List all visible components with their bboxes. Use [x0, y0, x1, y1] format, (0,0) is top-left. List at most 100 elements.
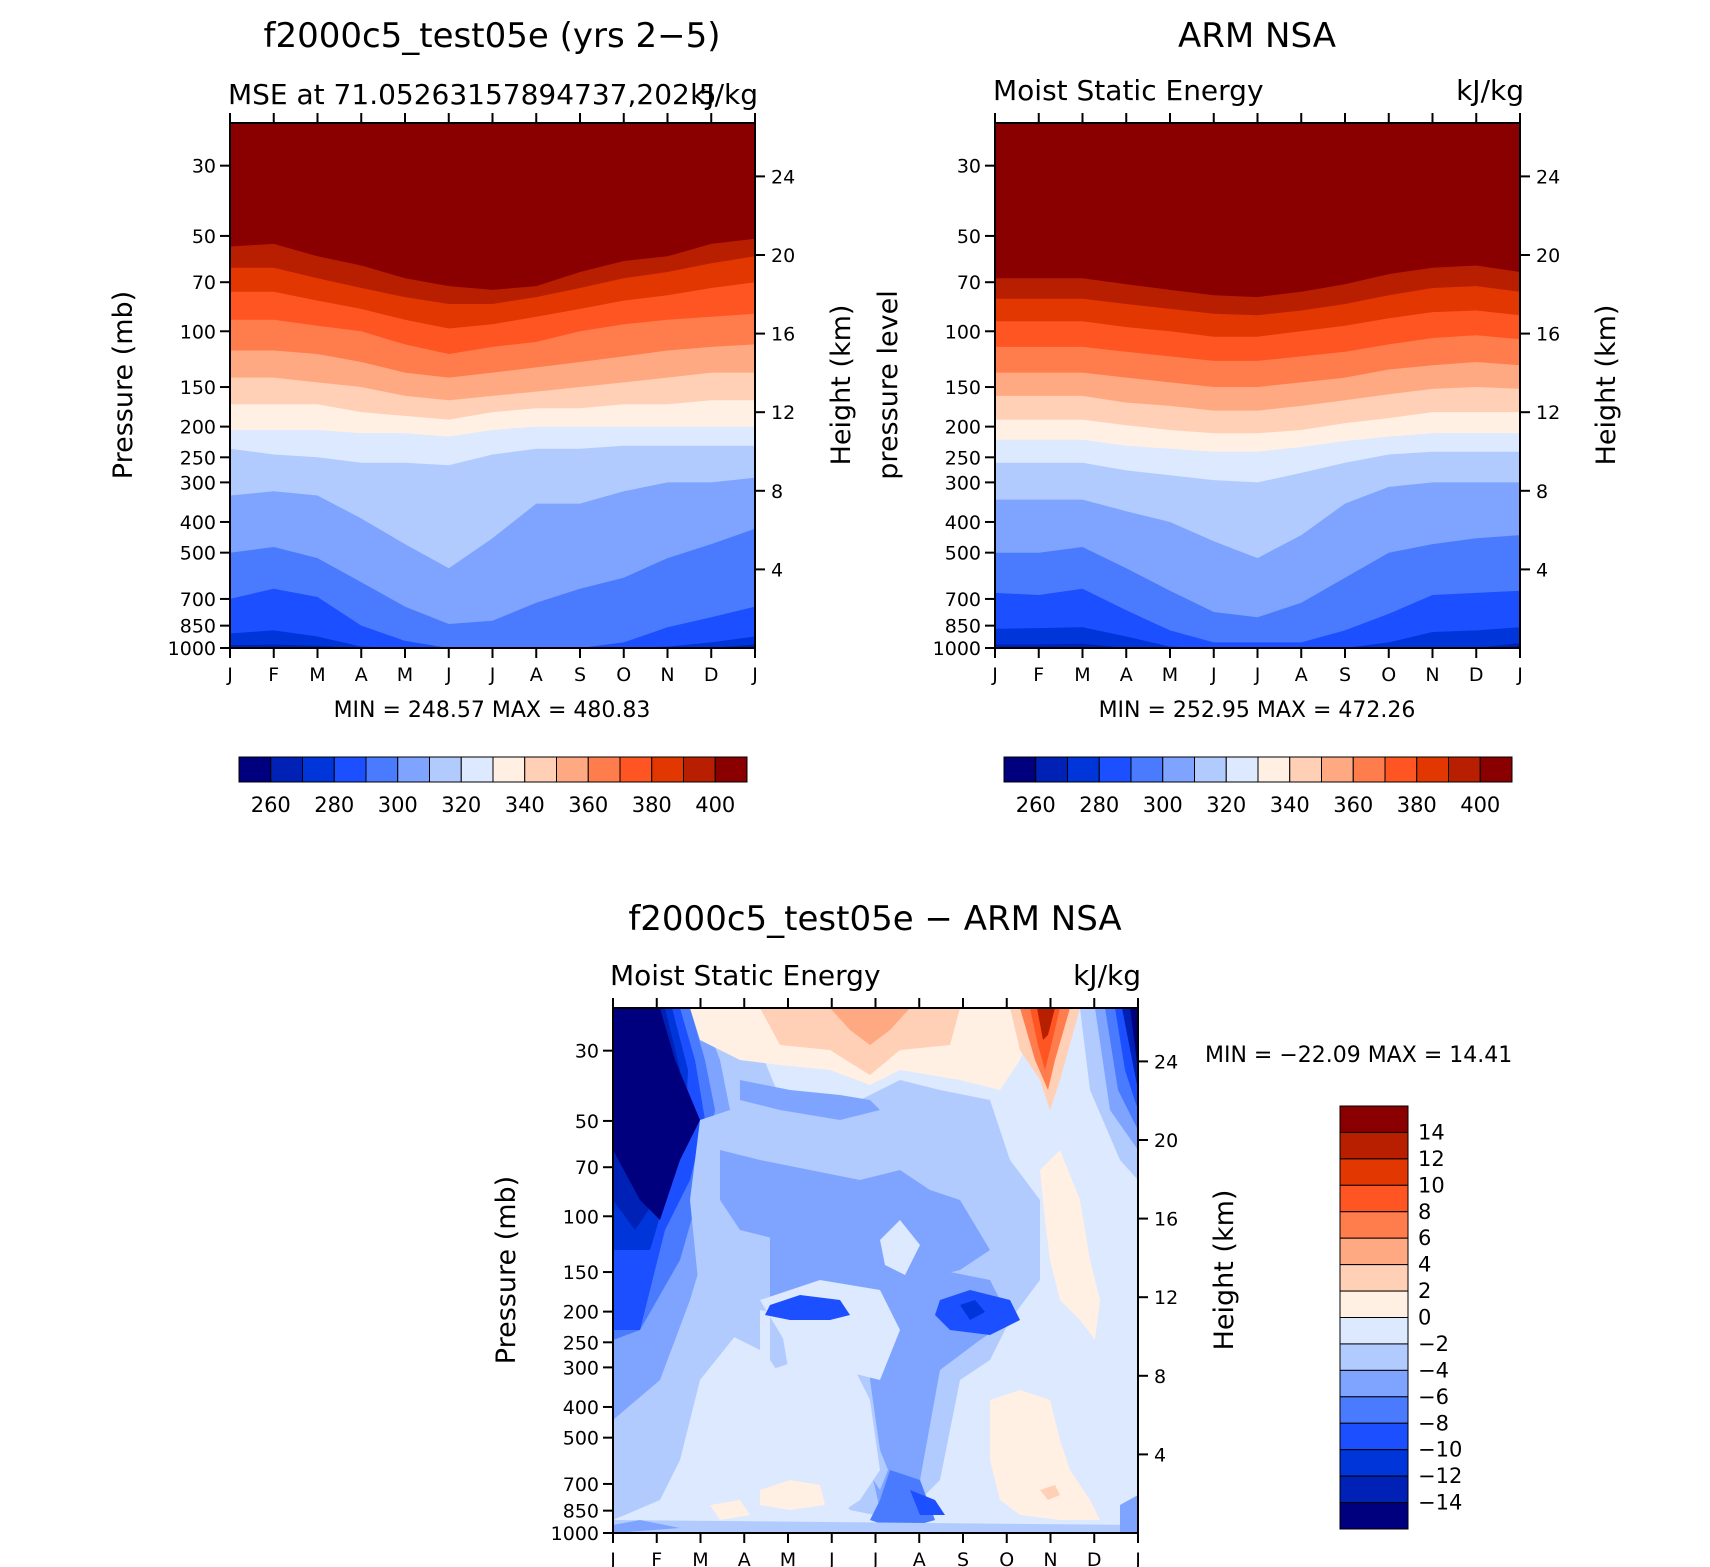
y-tick-label: 50 [192, 226, 216, 248]
y-tick-label: 100 [945, 321, 981, 343]
colorbar-box [492, 756, 526, 783]
x-tick-label: O [616, 664, 631, 686]
colorbar-box [1339, 1396, 1409, 1424]
y-tick-label: 700 [563, 1474, 599, 1496]
colorbar-label: 380 [1397, 793, 1437, 817]
colorbar-label: 360 [568, 793, 608, 817]
y-tick-label: 50 [575, 1111, 599, 1133]
x-tick-label: J [489, 664, 496, 686]
y-tick-label: 250 [945, 447, 981, 469]
contour-band-4 [230, 528, 755, 648]
x-tick-label: N [1043, 1549, 1057, 1567]
contour-band-3 [995, 588, 1520, 648]
x-tick-label: A [738, 1549, 751, 1567]
colorbar-label: 340 [505, 793, 545, 817]
height-tick-label: 16 [771, 324, 795, 346]
y-tick-label: 100 [180, 321, 216, 343]
panel2-left-string: Moist Static Energy [993, 74, 1264, 107]
panel1-contour-fill [230, 123, 755, 648]
height-tick-label: 24 [1154, 1051, 1178, 1073]
height-tick-label: 12 [1154, 1287, 1178, 1309]
colorbar-box [1448, 756, 1481, 783]
y-tick-label: 700 [945, 589, 981, 611]
height-tick-label: 4 [1154, 1444, 1166, 1466]
y-tick-label: 300 [945, 472, 981, 494]
colorbar-label: −2 [1418, 1332, 1449, 1356]
y-tick-label: 400 [945, 512, 981, 534]
y-tick-label: 500 [180, 543, 216, 565]
x-tick-label: J [1134, 1549, 1141, 1567]
x-tick-label: F [1033, 664, 1044, 686]
colorbar-box [1339, 1369, 1409, 1398]
height-tick-label: 4 [771, 559, 783, 581]
panel2-min-max: MIN = 252.95 MAX = 472.26 [1099, 698, 1416, 723]
contour-band-2 [995, 627, 1520, 648]
x-tick-label: J [1210, 664, 1217, 686]
colorbar-label: 280 [1079, 793, 1119, 817]
y-tick-label: 1000 [551, 1523, 599, 1545]
colorbar-label: 10 [1418, 1173, 1445, 1197]
height-tick-label: 20 [1536, 245, 1560, 267]
height-tick-label: 4 [1536, 559, 1548, 581]
y-tick-label: 300 [180, 472, 216, 494]
colorbar-box [270, 756, 303, 783]
y-tick-label: 400 [180, 512, 216, 534]
colorbar-box [1339, 1131, 1409, 1160]
x-tick-label: M [397, 664, 413, 686]
height-tick-label: 20 [1154, 1130, 1178, 1152]
y-tick-label: 200 [945, 417, 981, 439]
height-tick-label: 12 [771, 402, 795, 424]
y-tick-label: 150 [945, 377, 981, 399]
panel3-left-string: Moist Static Energy [610, 959, 881, 992]
x-tick-label: D [704, 664, 719, 686]
colorbar-box [1194, 756, 1227, 783]
panel3-ylabel-right: Height (km) [1209, 1190, 1240, 1351]
panel2-ylabel-right: Height (km) [1591, 305, 1622, 466]
x-tick-label: N [660, 664, 674, 686]
panel2-contour-fill [995, 123, 1520, 648]
x-tick-label: D [1469, 664, 1484, 686]
panel1-units: kJ/kg [690, 78, 758, 111]
colorbar-box [1257, 756, 1291, 783]
panel1-colorbar: 260 280 300 320 340 360 380 400 [238, 756, 748, 817]
x-tick-label: J [828, 1549, 835, 1567]
colorbar-label: 360 [1333, 793, 1373, 817]
x-tick-label: S [574, 664, 586, 686]
y-tick-label: 200 [180, 417, 216, 439]
colorbar-box [619, 756, 653, 783]
colorbar-label: 300 [378, 793, 418, 817]
colorbar-box [1035, 756, 1068, 783]
x-tick-label: A [913, 1549, 926, 1567]
y-tick-label: 250 [563, 1332, 599, 1354]
colorbar-box [302, 756, 335, 783]
height-tick-label: 16 [1154, 1209, 1178, 1231]
x-tick-label: J [751, 664, 758, 686]
colorbar-box [397, 756, 430, 783]
colorbar-box [1162, 756, 1195, 783]
x-tick-label: M [1162, 664, 1178, 686]
colorbar-box [460, 756, 494, 783]
colorbar-box [556, 756, 589, 783]
difference-panel: f2000c5_test05e − ARM NSA Moist Static E… [491, 899, 1512, 1567]
colorbar-label: 6 [1418, 1226, 1431, 1250]
colorbar-label: 300 [1143, 793, 1183, 817]
height-tick-label: 8 [1536, 481, 1548, 503]
colorbar-box [1321, 756, 1354, 783]
colorbar-box [1130, 756, 1164, 783]
colorbar-box [1339, 1449, 1409, 1477]
colorbar-box [1289, 756, 1322, 783]
height-tick-label: 12 [1536, 402, 1560, 424]
y-tick-label: 70 [192, 272, 216, 294]
colorbar-label: −12 [1418, 1464, 1462, 1488]
panel1-ylabel: Pressure (mb) [108, 291, 139, 479]
colorbar-label: −14 [1418, 1491, 1462, 1515]
colorbar-label: 400 [695, 793, 735, 817]
colorbar-box [1339, 1211, 1409, 1239]
colorbar-box [1339, 1290, 1409, 1318]
colorbar-box [1339, 1184, 1409, 1213]
height-tick-label: 8 [771, 481, 783, 503]
x-tick-label: A [1120, 664, 1133, 686]
colorbar-box [1225, 756, 1259, 783]
colorbar-box [1339, 1475, 1409, 1504]
